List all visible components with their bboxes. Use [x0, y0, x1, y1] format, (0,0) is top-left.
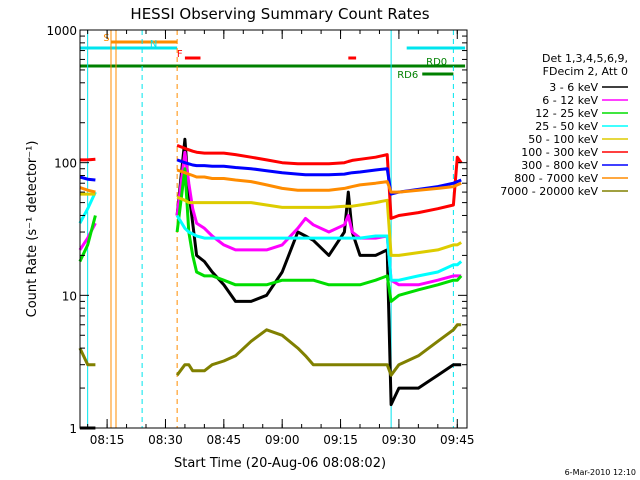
- series-lines: [78, 137, 463, 430]
- flag-label: RD0: [426, 57, 447, 68]
- x-axis-ticks: 08:15 08:30 08:45 09:00 09:15 09:30 09:45: [87, 30, 475, 447]
- flag-label: RD6: [397, 70, 418, 81]
- plot-frame: [79, 29, 468, 429]
- x-tick-label: 09:15: [323, 433, 358, 447]
- legend-entry: 12 - 25 keV: [535, 107, 598, 120]
- flag-label: F: [177, 49, 183, 60]
- legend-entry: 300 - 800 keV: [521, 159, 598, 172]
- legend-entry: 50 - 100 keV: [528, 133, 598, 146]
- series-line: [79, 192, 462, 257]
- x-tick-label: 09:30: [382, 433, 417, 447]
- series-line: [79, 168, 462, 194]
- x-tick-label: 08:45: [207, 433, 242, 447]
- series-line: [78, 191, 463, 282]
- x-axis-label: Start Time (20-Aug-06 08:08:02): [174, 456, 386, 471]
- x-tick-label: 08:30: [148, 433, 183, 447]
- y-tick-label: 100: [54, 157, 77, 171]
- observing-flags: S N F RD0 RD6: [80, 33, 466, 81]
- series-line: [79, 143, 463, 220]
- legend-header: FDecim 2, Att 0: [543, 65, 628, 78]
- flag-label: N: [150, 39, 157, 50]
- legend-entry: 6 - 12 keV: [542, 94, 598, 107]
- legend-entry: 3 - 6 keV: [549, 81, 598, 94]
- y-axis-ticks: 1 10 100 1000: [46, 24, 467, 436]
- y-axis-label: Count Rate (s⁻¹ detector⁻¹): [25, 141, 40, 318]
- series-line: [78, 323, 462, 377]
- legend-entry: 100 - 300 keV: [521, 146, 598, 159]
- series-line: [79, 158, 462, 196]
- y-tick-label: 1: [69, 422, 77, 436]
- chart-title: HESSI Observing Summary Count Rates: [130, 5, 429, 23]
- legend-entry: 25 - 50 keV: [535, 120, 598, 133]
- legend-entry: 800 - 7000 keV: [514, 172, 598, 185]
- series-line: [78, 167, 463, 303]
- legend-header: Det 1,3,4,5,6,9,: [542, 52, 628, 65]
- footer-timestamp: 6-Mar-2010 12:10: [565, 468, 636, 477]
- y-tick-label: 1000: [46, 24, 77, 38]
- legend: Det 1,3,4,5,6,9,FDecim 2, Att 0 3 - 6 keV…: [500, 52, 628, 198]
- flag-label: S: [103, 33, 109, 44]
- x-tick-label: 08:15: [90, 433, 125, 447]
- boundary-lines: [87, 30, 454, 428]
- x-tick-label: 09:00: [265, 433, 300, 447]
- x-tick-label: 09:45: [440, 433, 475, 447]
- legend-entry: 7000 - 20000 keV: [500, 185, 598, 198]
- y-tick-label: 10: [62, 289, 77, 303]
